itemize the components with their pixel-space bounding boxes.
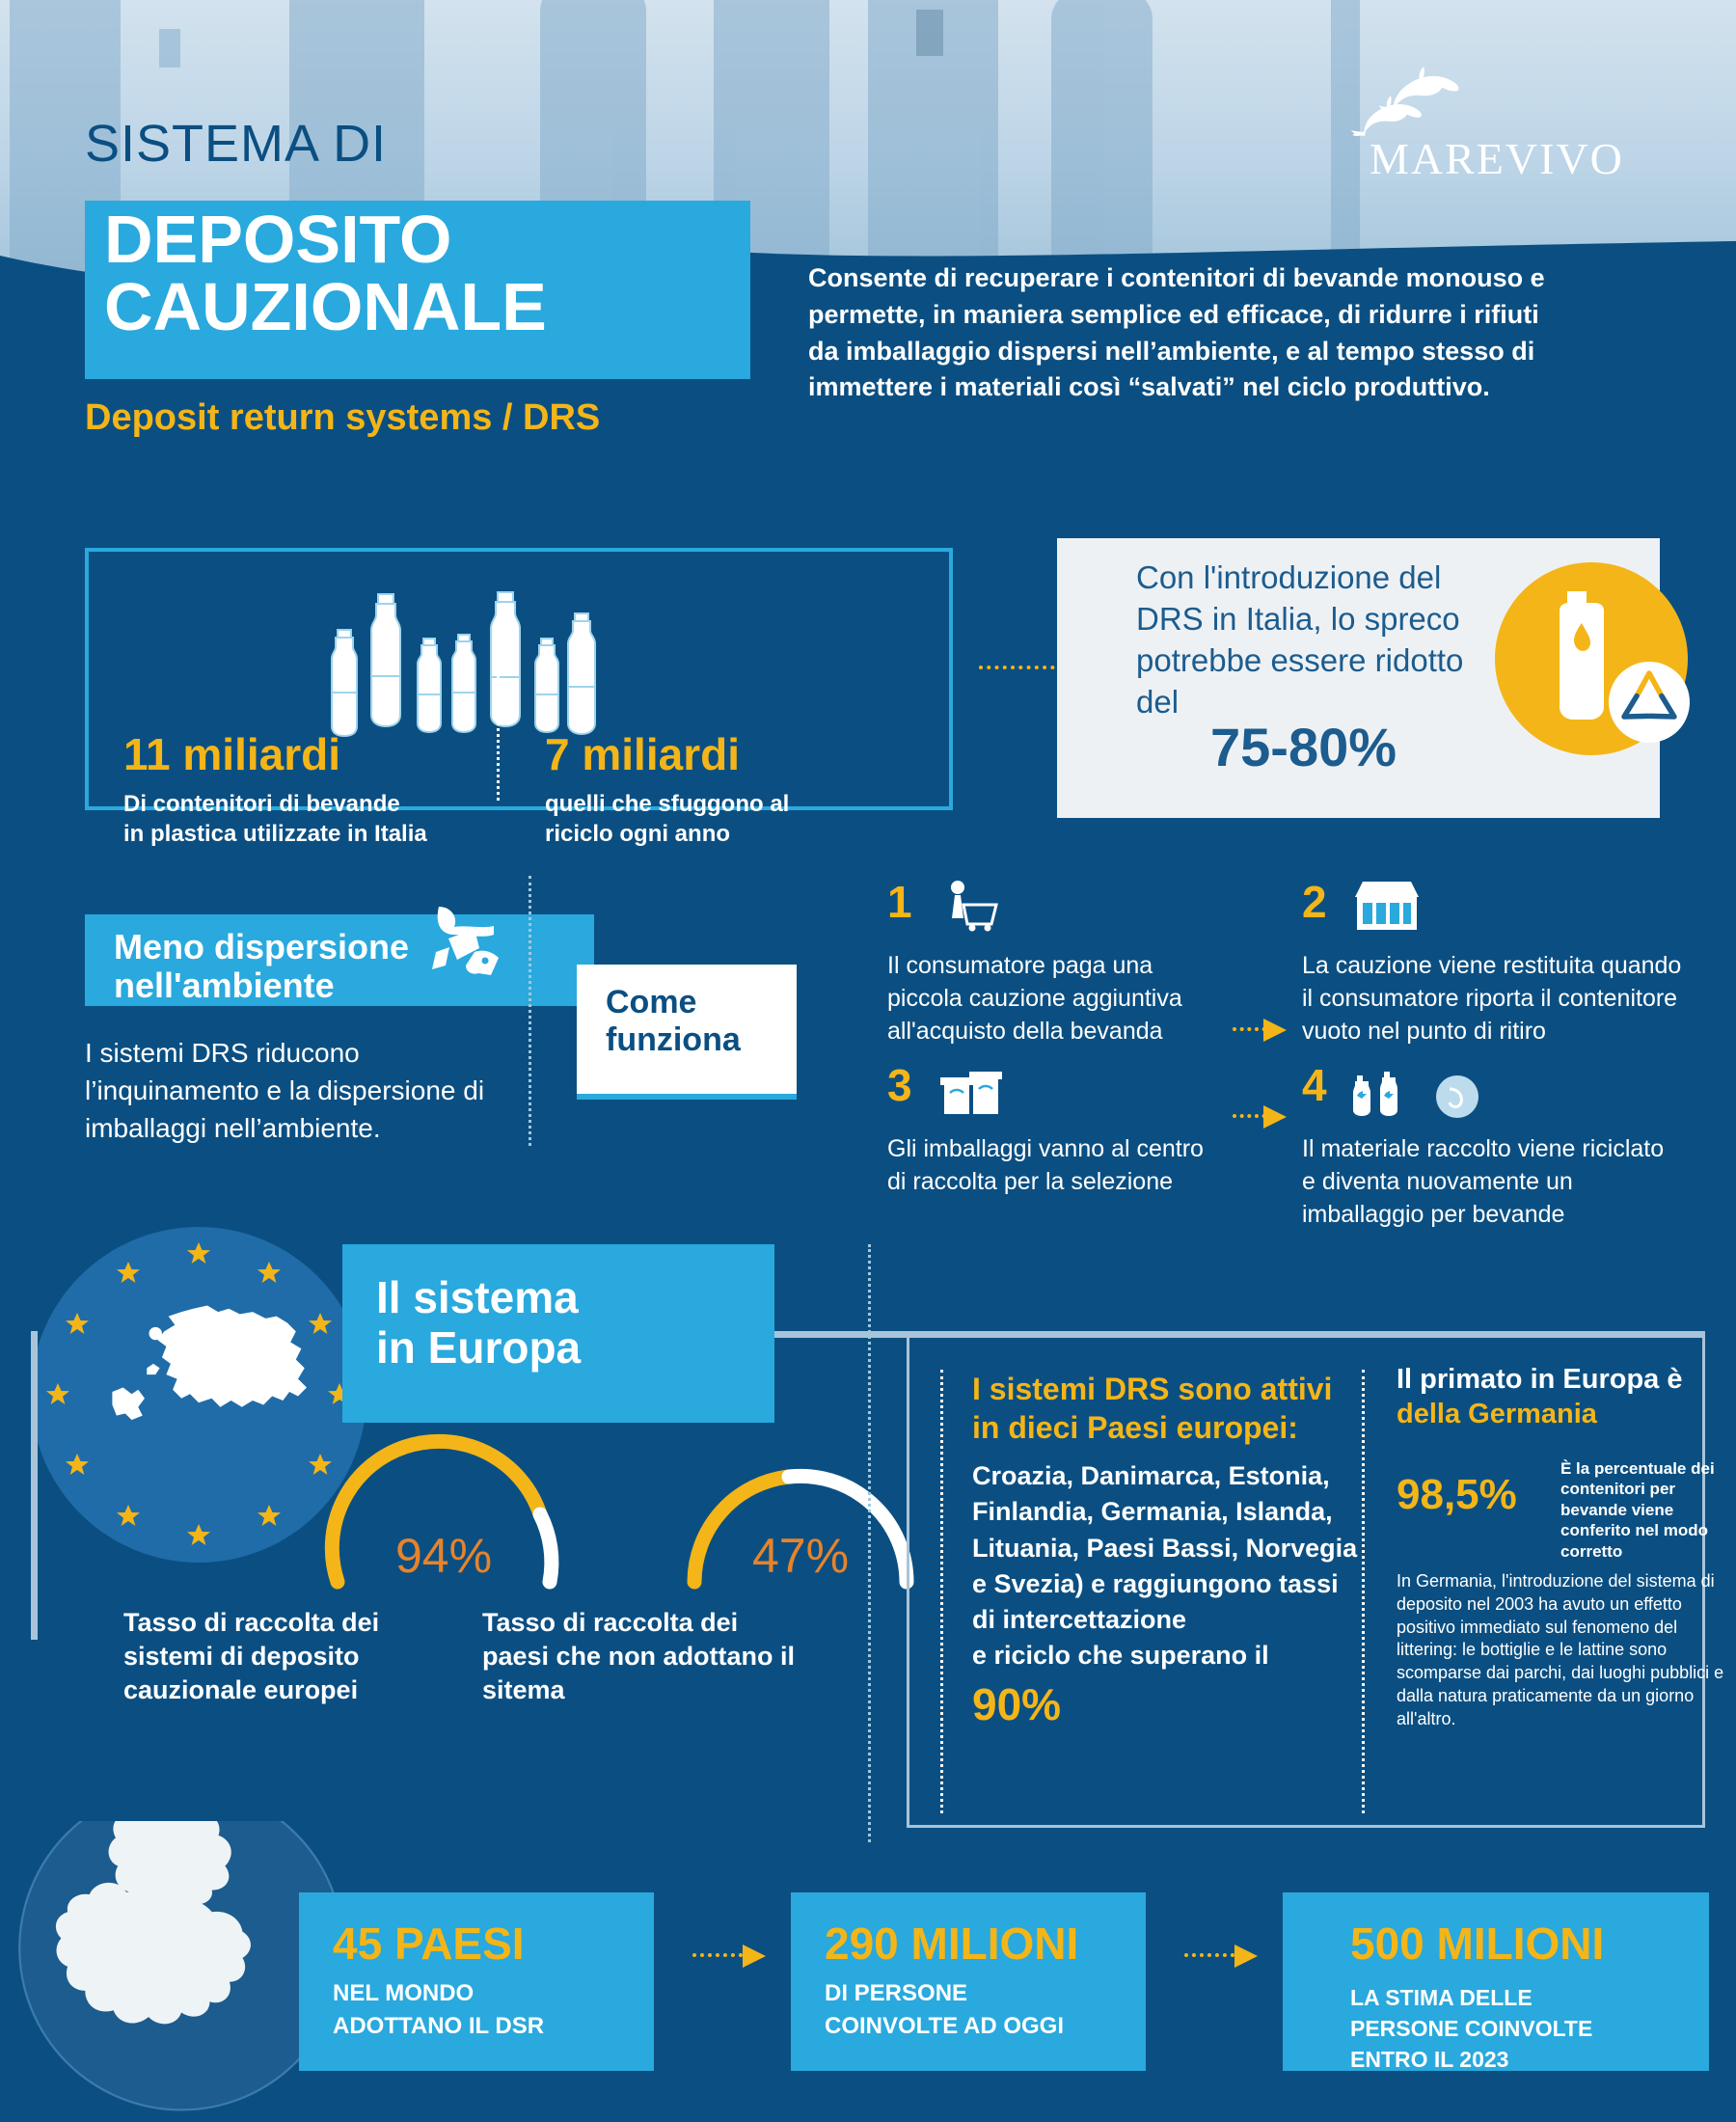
svg-text:MAREVIVO: MAREVIVO <box>1370 134 1624 183</box>
svg-text:47%: 47% <box>752 1529 849 1583</box>
svg-text:94%: 94% <box>395 1529 492 1583</box>
